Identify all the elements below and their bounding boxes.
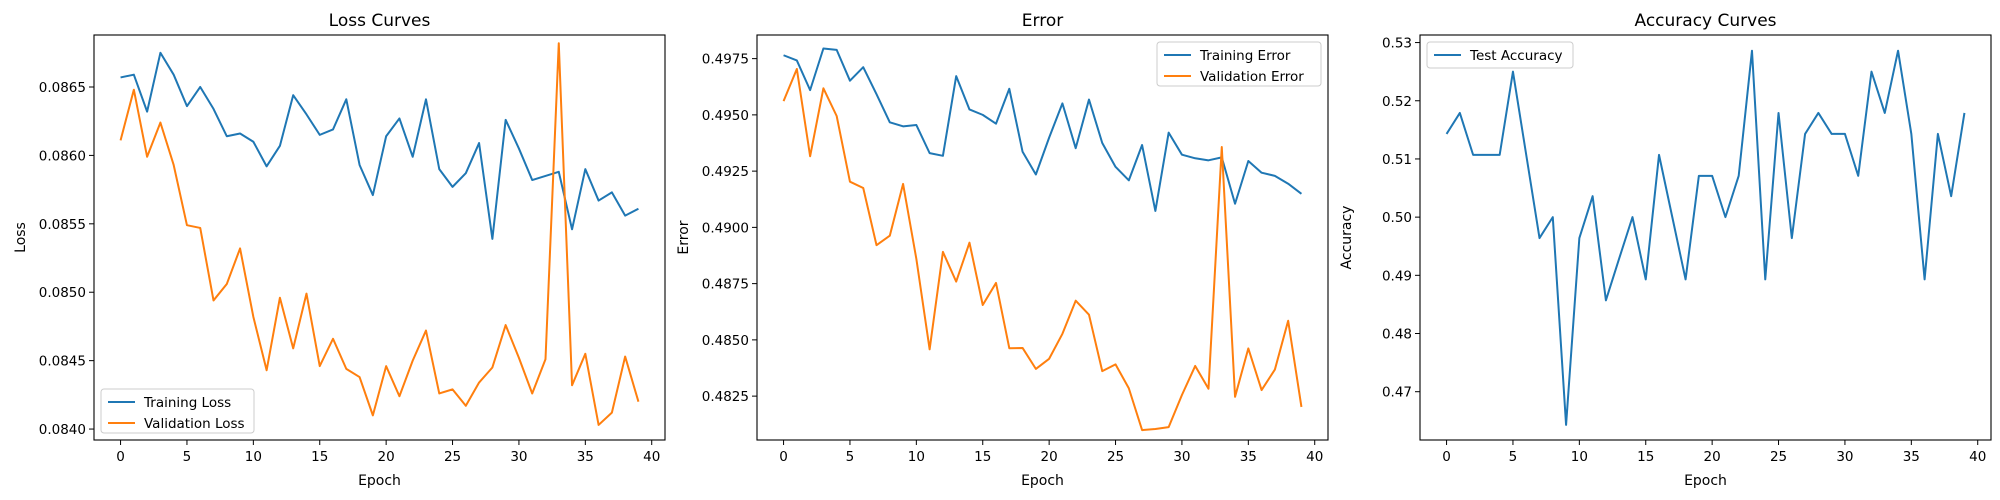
legend-label-1: Test Accuracy [1469,48,1563,64]
y-tick-label: 0.51 [1382,152,1412,168]
legend-label-1: Training Error [1199,48,1291,64]
x-tick-label: 20 [1041,449,1058,465]
legend-box [1156,41,1322,87]
series-line-1 [1445,49,1966,426]
x-tick-label: 25 [1770,449,1787,465]
y-tick-label: 0.53 [1382,36,1412,52]
series-line-1 [120,51,639,240]
y-tick-label: 0.52 [1382,94,1412,110]
chart-panels: Loss Curves 0 5 10 15 20 25 30 35 40 0.0840 0.0845 0… [13,11,1992,489]
axes-frame [93,34,666,441]
chart-panel-2: Error 0 5 10 15 20 25 30 35 40 0.4825 0.4850 0.4875 0… [676,11,1329,489]
x-tick-label: 20 [1704,449,1721,465]
x-axis-label: Epoch [1021,473,1064,489]
chart-title: Error [1022,11,1063,31]
y-tick-label: 0.4900 [702,220,749,236]
x-tick-label: 15 [1637,449,1654,465]
chart-title: Accuracy Curves [1634,11,1776,31]
x-tick-label: 15 [311,449,328,465]
x-tick-label: 10 [1571,449,1588,465]
plot-area [119,42,640,426]
legend-box [100,388,255,434]
x-tick-label: 35 [1240,449,1257,465]
y-tick-label: 0.4975 [702,52,749,68]
y-tick-label: 0.50 [1382,210,1412,226]
legend: Training Error Validation Error [1156,41,1322,87]
y-axis-label: Loss [13,222,29,253]
y-tick-label: 0.0860 [39,148,86,164]
y-axis-label: Accuracy [1339,206,1355,270]
x-tick-label: 5 [846,449,855,465]
x-axis-label: Epoch [1684,473,1727,489]
legend-box [1426,41,1574,69]
x-tick-label: 25 [444,449,461,465]
chart-panel-1: Loss Curves 0 5 10 15 20 25 30 35 40 0.0840 0.0845 0… [13,11,666,489]
x-tick-label: 0 [1442,449,1451,465]
x-tick-label: 15 [974,449,991,465]
x-tick-label: 0 [116,449,125,465]
series-line-1 [783,47,1303,212]
chart-panel-3: Accuracy Curves 0 5 10 15 20 25 30 35 40 0.47 0.48 0… [1339,11,1992,489]
x-tick-label: 35 [577,449,594,465]
x-tick-label: 5 [183,449,192,465]
x-tick-label: 40 [1306,449,1323,465]
legend-label-2: Validation Error [1200,69,1304,85]
legend: Test Accuracy [1426,41,1574,69]
legend: Training Loss Validation Loss [100,388,255,434]
x-tick-label: 25 [1107,449,1124,465]
legend-label-1: Training Loss [143,395,231,411]
x-tick-label: 30 [1173,449,1190,465]
y-tick-label: 0.0865 [39,80,86,96]
x-tick-label: 40 [643,449,660,465]
plot-area [1445,49,1966,426]
x-tick-label: 35 [1903,449,1920,465]
y-tick-label: 0.4850 [702,333,749,349]
plot-area [782,47,1303,432]
y-tick-label: 0.4825 [702,389,749,405]
y-axis-label: Error [676,220,692,254]
y-tick-label: 0.4875 [702,277,749,293]
y-tick-label: 0.0845 [39,354,86,370]
x-tick-label: 20 [378,449,395,465]
x-tick-label: 10 [908,449,925,465]
x-axis-label: Epoch [358,473,401,489]
y-tick-label: 0.47 [1382,385,1412,401]
legend-label-2: Validation Loss [144,416,245,432]
y-tick-label: 0.4950 [702,108,749,124]
chart-title: Loss Curves [329,11,431,31]
x-tick-label: 30 [510,449,527,465]
series-line-2 [782,67,1303,432]
y-tick-label: 0.4925 [702,164,749,180]
y-tick-label: 0.0855 [39,217,86,233]
x-tick-label: 0 [779,449,788,465]
axes-frame [1419,34,1992,441]
y-tick-label: 0.48 [1382,327,1412,343]
y-tick-label: 0.0840 [39,422,86,438]
x-tick-label: 5 [1509,449,1518,465]
x-tick-label: 30 [1836,449,1853,465]
series-line-2 [119,42,640,426]
axes-frame [756,34,1329,441]
x-tick-label: 40 [1969,449,1986,465]
y-tick-label: 0.0850 [39,285,86,301]
x-tick-label: 10 [245,449,262,465]
y-tick-label: 0.49 [1382,268,1412,284]
